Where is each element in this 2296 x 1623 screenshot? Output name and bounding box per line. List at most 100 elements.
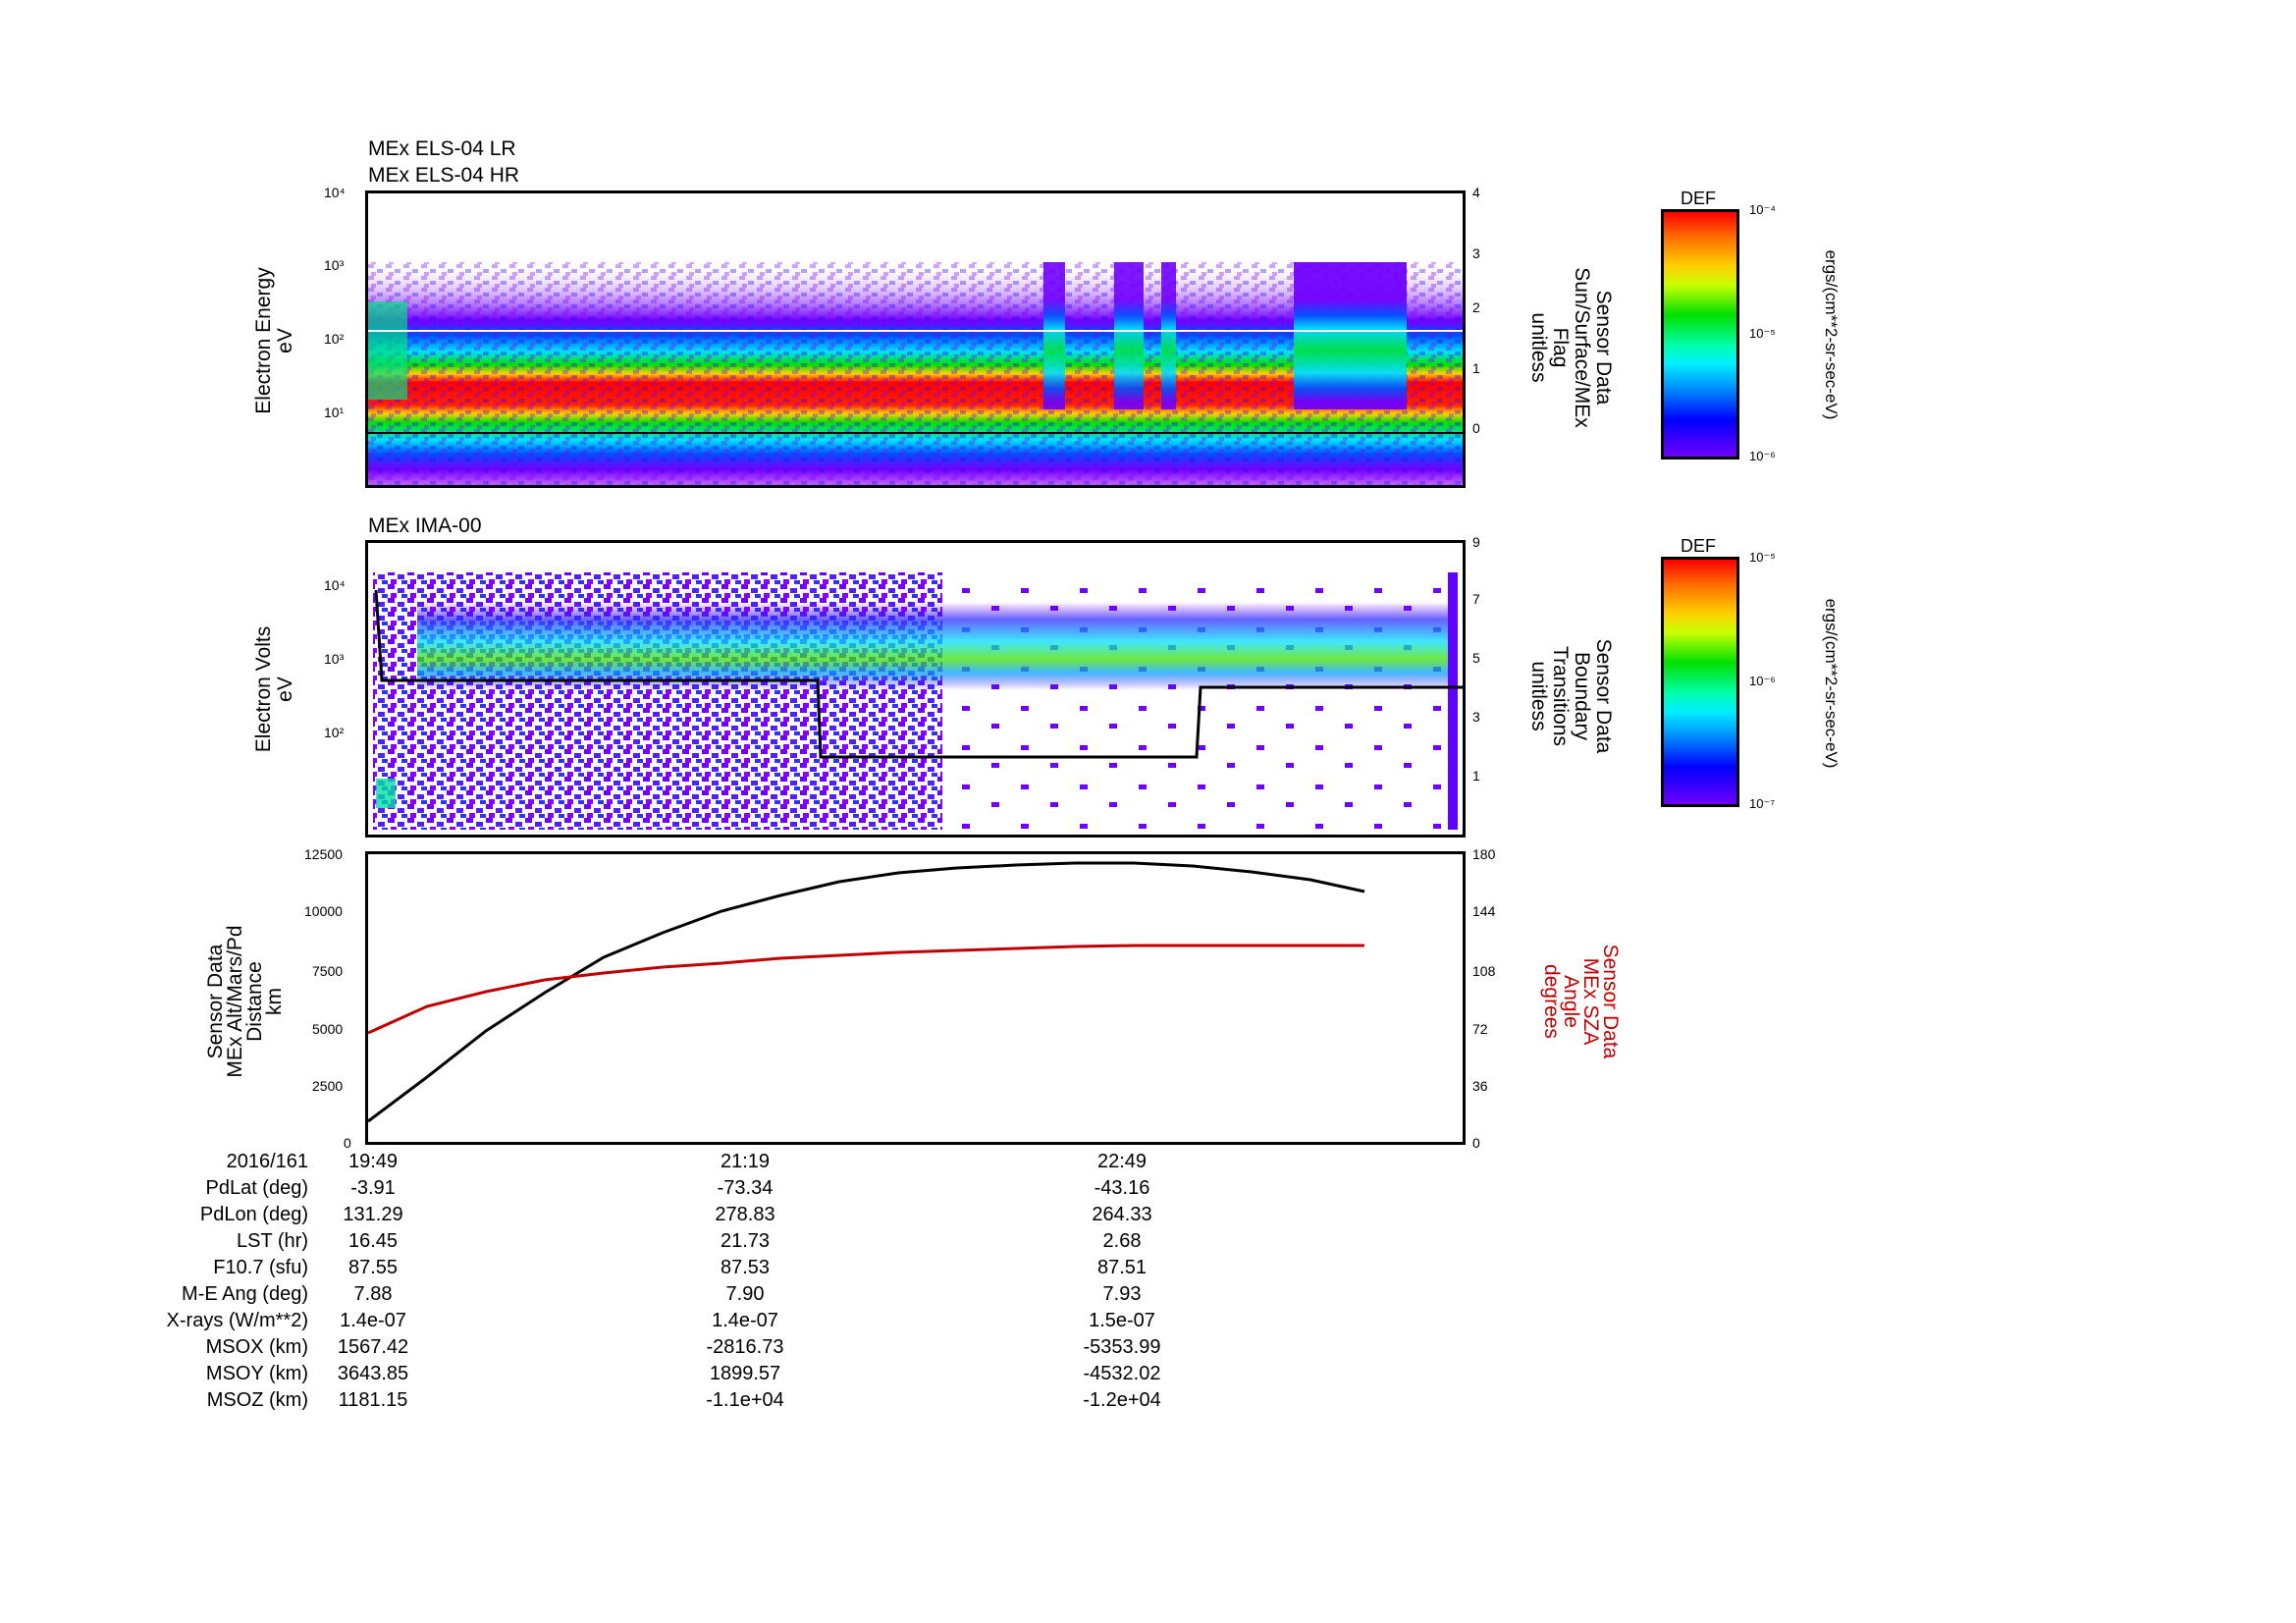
ephem-time-1: 19:49: [347, 1151, 399, 1172]
p1-rlabel-line2: Sun/Surface/MEx: [1571, 267, 1593, 428]
ephem-value: 87.55: [347, 1257, 399, 1278]
p2-rtick-9: 9: [1472, 534, 1480, 550]
ephem-value: -5353.99: [1083, 1336, 1161, 1358]
ephem-value: 7.88: [353, 1283, 393, 1305]
ephem-value: 87.53: [720, 1257, 771, 1278]
ephem-value: -3.91: [350, 1177, 396, 1199]
p3-rlabel-line1: Sensor Data: [1599, 944, 1622, 1059]
colorbar2-top: 10⁻⁵: [1749, 550, 1776, 565]
p3-rtick-180: 180: [1472, 846, 1496, 862]
ephem-row: MSOY (km) 3643.85 1899.57 -4532.02: [0, 1361, 2296, 1386]
ephem-row: PdLon (deg) 131.29 278.83 264.33: [0, 1202, 2296, 1227]
ephem-row: M-E Ang (deg) 7.88 7.90 7.93: [0, 1281, 2296, 1307]
ephem-value: -2816.73: [706, 1336, 784, 1358]
colorbar1-top: 10⁻⁴: [1749, 202, 1776, 217]
ephem-value: 87.51: [1096, 1257, 1148, 1278]
p2-ytick-1e2: 10²: [324, 725, 345, 740]
p2-rlabel-line3: Transitions: [1549, 646, 1572, 746]
colorbar1-title: DEF: [1681, 189, 1716, 208]
colorbar1-bottom: 10⁻⁶: [1749, 449, 1776, 463]
ephem-value: 278.83: [715, 1204, 775, 1225]
ephem-row: LST (hr) 16.45 21.73 2.68: [0, 1228, 2296, 1254]
panel1-title-lr: MEx ELS-04 LR: [368, 137, 516, 160]
p2-rlabel-line1: Sensor Data: [1592, 638, 1615, 754]
ephem-label: M-E Ang (deg): [182, 1283, 308, 1305]
p3-ylabel-line4: km: [263, 988, 286, 1015]
p2-rlabel-line4: unitless: [1527, 661, 1550, 731]
p3-ytick-2500: 2500: [312, 1078, 344, 1094]
altitude-sza-panel: [365, 851, 1466, 1145]
colorbar2-mid: 10⁻⁶: [1749, 674, 1776, 688]
ephem-label: MSOX (km): [205, 1336, 308, 1358]
p3-ytick-7500: 7500: [312, 963, 344, 979]
p2-rtick-5: 5: [1472, 650, 1480, 666]
p2-rlabel-line2: Boundary: [1571, 652, 1593, 740]
p1-rtick-2: 2: [1472, 299, 1480, 315]
ephem-time-3: 22:49: [1096, 1151, 1148, 1172]
ephem-row: PdLat (deg) -3.91 -73.34 -43.16: [0, 1175, 2296, 1201]
ephem-value: 131.29: [343, 1204, 403, 1225]
colorbar1-units: ergs/(cm**2-sr-sec-eV): [1822, 249, 1841, 420]
ephem-value: 7.90: [725, 1283, 765, 1305]
colorbar2-units: ergs/(cm**2-sr-sec-eV): [1822, 598, 1841, 769]
p2-ylabel-right: Sensor Data Boundary Transitions unitles…: [1527, 598, 1615, 794]
ephem-value: 3643.85: [337, 1363, 409, 1384]
sza-line: [368, 944, 1364, 1035]
p3-ylabel-left: Sensor Data MEx Alt/Mars/Pd Distance km: [204, 903, 286, 1100]
p1-ytick-1e3: 10³: [324, 257, 345, 273]
p3-ytick-5000: 5000: [312, 1021, 344, 1037]
p1-ytick-1e2: 10²: [324, 331, 345, 347]
p1-rtick-1: 1: [1472, 360, 1480, 376]
ephem-value: 16.45: [347, 1230, 399, 1252]
p3-ytick-12500: 12500: [304, 846, 343, 862]
p1-rlabel-line4: unitless: [1527, 312, 1550, 383]
ephem-label: MSOY (km): [205, 1363, 308, 1384]
p2-ylabel-line1: Electron Volts: [252, 625, 275, 753]
p1-ylabel-line2: eV: [274, 328, 296, 353]
altitude-sza-lines: [368, 861, 1365, 1123]
p3-rtick-72: 72: [1472, 1021, 1488, 1037]
els-spectrogram-panel: [365, 190, 1466, 488]
p3-rlabel-line4: degrees: [1540, 964, 1563, 1039]
p3-rtick-108: 108: [1472, 963, 1496, 979]
p2-rtick-1: 1: [1472, 768, 1480, 784]
ephem-value: 2.68: [1102, 1230, 1142, 1252]
p1-ylabel-left: Electron Energy eV: [252, 262, 296, 419]
p3-rtick-0: 0: [1472, 1135, 1480, 1151]
ephem-row: MSOZ (km) 1181.15 -1.1e+04 -1.2e+04: [0, 1387, 2296, 1413]
p1-ylabel-line1: Electron Energy: [252, 267, 275, 414]
ephem-label: F10.7 (sfu): [213, 1257, 308, 1278]
ephem-value: 1567.42: [337, 1336, 409, 1358]
ephem-label: PdLat (deg): [205, 1177, 308, 1199]
ephem-value: 21.73: [720, 1230, 771, 1252]
ephem-value: 1181.15: [338, 1389, 408, 1411]
ephem-value: 1.4e-07: [712, 1310, 778, 1331]
ephem-value: -4532.02: [1083, 1363, 1161, 1384]
ima-spectrogram-panel: [365, 540, 1466, 838]
p3-ylabel-right: Sensor Data MEx SZA Angle degrees: [1540, 903, 1622, 1100]
p3-ytick-10000: 10000: [304, 903, 343, 919]
colorbar1: [1661, 209, 1739, 460]
p1-rtick-0: 0: [1472, 420, 1480, 436]
ephem-time-2: 21:19: [720, 1151, 771, 1172]
ephem-value: 264.33: [1092, 1204, 1152, 1225]
ephem-value: -1.2e+04: [1083, 1389, 1161, 1411]
p3-rtick-144: 144: [1472, 903, 1496, 919]
p1-rtick-4: 4: [1472, 185, 1480, 200]
p2-ytick-1e4: 10⁴: [324, 577, 346, 593]
panel1-title-hr: MEx ELS-04 HR: [368, 164, 520, 187]
p3-rlabel-line3: Angle: [1560, 975, 1582, 1028]
els-spectrogram: [368, 193, 1463, 485]
p3-ylabel-line3: Distance: [243, 961, 266, 1042]
p1-ylabel-right: Sensor Data Sun/Surface/MEx Flag unitles…: [1527, 249, 1615, 446]
colorbar2-bottom: 10⁻⁷: [1749, 796, 1776, 811]
ephem-row: F10.7 (sfu) 87.55 87.53 87.51: [0, 1255, 2296, 1280]
p3-rlabel-line2: MEx SZA: [1579, 957, 1602, 1046]
ephem-date: 2016/161: [226, 1151, 308, 1172]
colorbar2-title: DEF: [1681, 536, 1716, 556]
p2-ytick-1e3: 10³: [324, 651, 345, 667]
ephem-value: 1899.57: [709, 1363, 781, 1384]
p1-rlabel-line3: Flag: [1549, 327, 1572, 368]
panel2-title: MEx IMA-00: [368, 514, 482, 537]
p2-ylabel-line2: eV: [274, 676, 296, 702]
